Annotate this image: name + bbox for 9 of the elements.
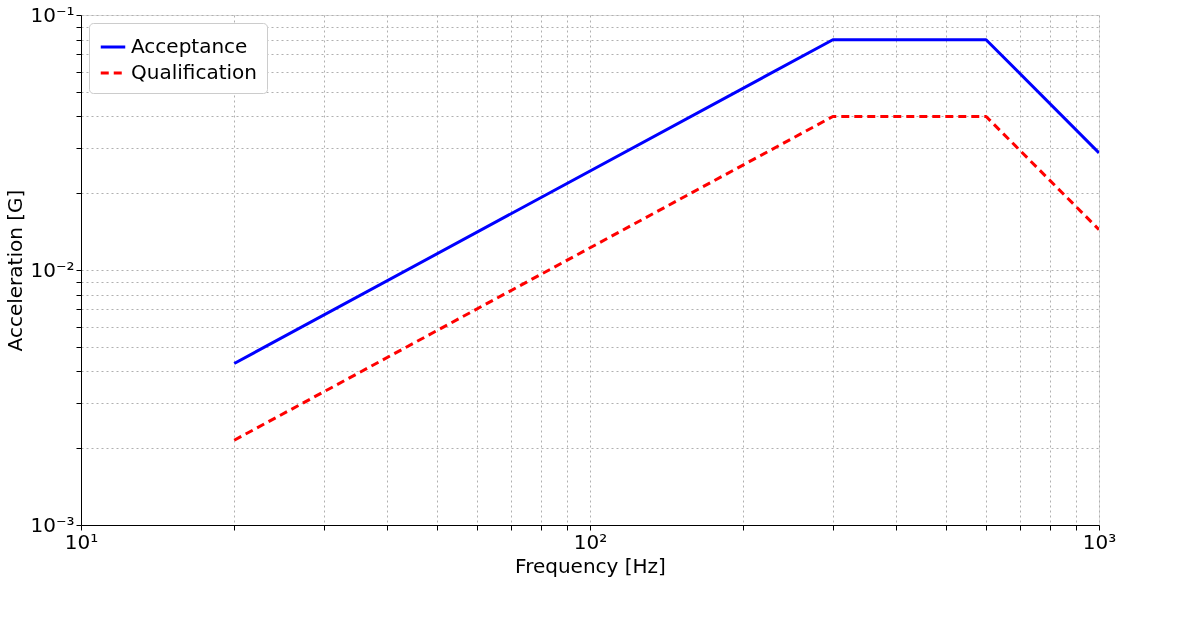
x-tick-label: 10¹ — [64, 529, 99, 554]
y-axis-title: Acceleration [G] — [3, 189, 28, 352]
legend-label: Qualification — [131, 60, 257, 84]
y-tick-label: 10⁻² — [30, 257, 75, 282]
legend-label: Acceptance — [131, 34, 248, 58]
y-tick-label: 10⁻¹ — [30, 2, 75, 27]
x-axis-title: Frequency [Hz] — [515, 553, 666, 578]
x-tick-label: 10² — [573, 529, 608, 554]
x-tick-label: 10³ — [1082, 529, 1117, 554]
